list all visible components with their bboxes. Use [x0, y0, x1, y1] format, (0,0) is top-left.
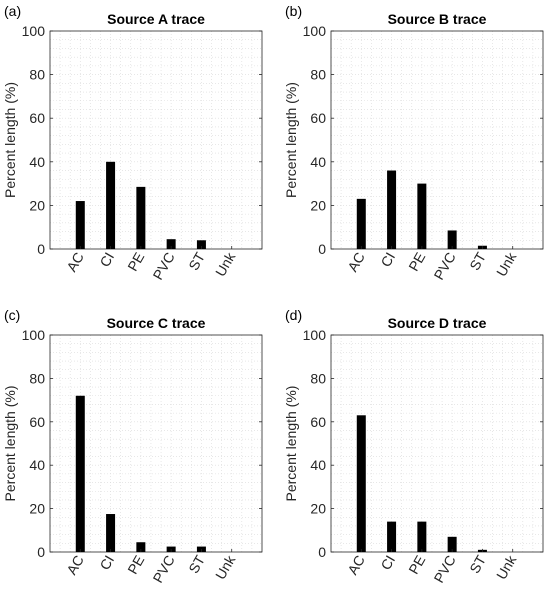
bar [417, 521, 427, 552]
y-tick-label: 40 [29, 154, 45, 170]
axes-box [49, 30, 263, 250]
axes-box [330, 334, 544, 553]
y-tick-label: 100 [303, 23, 327, 39]
plot-area [50, 31, 262, 249]
y-tick-label: 80 [310, 67, 326, 83]
bar [387, 521, 397, 552]
x-tick-label: CI [96, 250, 117, 270]
y-tick-label: 80 [310, 370, 326, 386]
x-tick-label: PVC [430, 553, 458, 586]
y-tick-label: 20 [29, 501, 45, 517]
plot-area [50, 335, 262, 552]
x-tick-label: Unk [212, 249, 239, 279]
bar [447, 230, 457, 249]
bar [136, 186, 146, 249]
y-tick-label: 0 [37, 241, 45, 257]
x-tick-label: Unk [212, 552, 239, 582]
x-tick-label: CI [377, 250, 398, 270]
bar [75, 201, 85, 249]
x-tick-label: AC [63, 553, 87, 578]
panel-label: (c) [4, 307, 20, 323]
bar [356, 415, 366, 552]
x-tick-label: Unk [493, 249, 520, 279]
y-tick-label: 100 [22, 327, 46, 343]
y-tick-label: 40 [310, 154, 326, 170]
y-tick-label: 40 [29, 457, 45, 473]
y-axis-label: Percent length (%) [2, 82, 18, 198]
y-tick-label: 20 [310, 501, 326, 517]
panel-label: (b) [285, 3, 302, 19]
y-tick-label: 0 [318, 544, 326, 560]
y-tick-label: 60 [310, 414, 326, 430]
bar [166, 239, 176, 249]
x-tick-label: Unk [493, 552, 520, 582]
panel-label: (a) [4, 3, 21, 19]
bar [387, 170, 397, 249]
chart-title: Source B trace [388, 11, 487, 27]
x-tick-label: ST [466, 552, 489, 576]
y-tick-label: 100 [22, 23, 46, 39]
y-tick-label: 80 [29, 370, 45, 386]
x-tick-label: CI [96, 553, 117, 573]
y-tick-label: 0 [37, 544, 45, 560]
y-tick-label: 20 [29, 197, 45, 213]
plot-area [331, 31, 543, 249]
bar [196, 240, 206, 249]
x-tick-label: PVC [430, 250, 458, 283]
bar [106, 161, 116, 249]
x-tick-label: PE [405, 553, 428, 577]
y-tick-label: 60 [29, 110, 45, 126]
y-tick-label: 100 [303, 327, 327, 343]
x-tick-label: PVC [149, 250, 177, 283]
x-tick-label: AC [63, 250, 87, 275]
y-axis-label: Percent length (%) [2, 386, 18, 502]
y-axis-label: Percent length (%) [283, 386, 299, 502]
chart-title: Source A trace [107, 11, 205, 27]
axes-box [49, 334, 263, 553]
y-tick-label: 60 [29, 414, 45, 430]
plot-area [331, 335, 543, 552]
bar [417, 183, 427, 249]
x-tick-label: PVC [149, 553, 177, 586]
chart-title: Source C trace [107, 315, 206, 331]
y-tick-label: 0 [318, 241, 326, 257]
bar [75, 395, 85, 552]
axes-box [330, 30, 544, 250]
y-axis-label: Percent length (%) [283, 82, 299, 198]
x-tick-label: AC [344, 250, 368, 275]
x-tick-label: PE [124, 250, 147, 274]
bar [356, 198, 366, 249]
x-tick-label: ST [466, 249, 489, 273]
bar [447, 536, 457, 552]
x-tick-label: PE [405, 250, 428, 274]
x-tick-label: PE [124, 553, 147, 577]
bar [106, 514, 116, 552]
y-tick-label: 60 [310, 110, 326, 126]
panel-label: (d) [285, 307, 302, 323]
x-tick-label: ST [185, 552, 208, 576]
x-tick-label: ST [185, 249, 208, 273]
y-tick-label: 80 [29, 67, 45, 83]
x-tick-label: AC [344, 553, 368, 578]
bar [136, 542, 146, 552]
x-tick-label: CI [377, 553, 398, 573]
y-tick-label: 40 [310, 457, 326, 473]
chart-title: Source D trace [388, 315, 487, 331]
y-tick-label: 20 [310, 197, 326, 213]
